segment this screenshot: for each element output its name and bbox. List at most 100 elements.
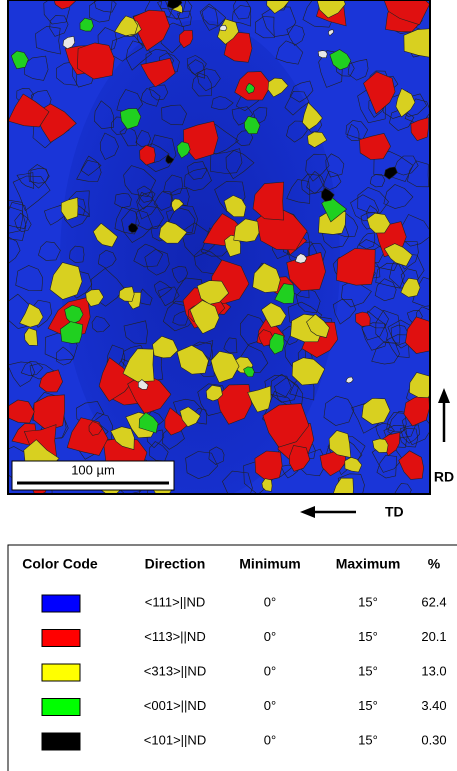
- grain: [62, 35, 76, 50]
- grain: [153, 280, 173, 299]
- grain: [179, 406, 201, 428]
- grain: [139, 144, 156, 166]
- grain: [252, 262, 281, 293]
- grain: [8, 206, 27, 241]
- grain: [16, 172, 35, 189]
- grain: [245, 82, 255, 94]
- scale-bar-box: [11, 460, 175, 491]
- grain: [211, 96, 234, 110]
- grain: [209, 148, 243, 174]
- grain: [321, 187, 335, 202]
- grain: [76, 159, 102, 182]
- grain: [163, 174, 183, 196]
- grain: [363, 71, 396, 115]
- grain: [171, 198, 185, 213]
- grain: [369, 174, 386, 188]
- grain: [35, 25, 61, 55]
- column-header: Color Code: [22, 556, 98, 572]
- grain: [64, 304, 84, 325]
- grain: [247, 385, 272, 413]
- table-border: [7, 544, 457, 771]
- grain: [187, 161, 208, 180]
- grain: [336, 248, 376, 286]
- grain: [176, 345, 209, 375]
- grain: [125, 40, 153, 71]
- column-header: Direction: [145, 556, 206, 572]
- grain: [8, 93, 50, 128]
- grain: [110, 426, 135, 450]
- grain: [118, 286, 135, 302]
- column-header: %: [428, 556, 441, 572]
- grain: [180, 222, 220, 258]
- grain: [291, 357, 326, 386]
- grain: [14, 212, 32, 233]
- percent-cell: 3.40: [421, 698, 446, 713]
- grain: [262, 403, 310, 448]
- grain: [166, 204, 198, 237]
- grain: [252, 107, 268, 124]
- td-arrow-head: [300, 506, 315, 518]
- grain: [196, 280, 229, 305]
- grain: [274, 283, 295, 304]
- grain: [193, 248, 223, 275]
- grain: [114, 206, 140, 235]
- grain: [275, 40, 304, 65]
- color-swatch: [41, 629, 81, 647]
- grain: [38, 369, 63, 393]
- grain: [317, 50, 328, 59]
- grain: [399, 424, 421, 444]
- grain: [316, 0, 346, 19]
- grain: [294, 253, 308, 264]
- color-swatch: [41, 698, 81, 716]
- grain: [19, 303, 44, 328]
- grain: [23, 55, 49, 81]
- grain: [137, 379, 149, 390]
- grain: [121, 207, 153, 243]
- grain: [322, 170, 342, 190]
- grain: [407, 160, 430, 188]
- grain: [347, 59, 369, 81]
- grain: [119, 126, 138, 147]
- grain: [301, 173, 324, 195]
- grain: [289, 80, 314, 103]
- color-swatch: [41, 663, 81, 682]
- grain: [191, 72, 212, 97]
- grain: [157, 286, 180, 307]
- grain: [210, 350, 240, 383]
- grain: [208, 446, 225, 465]
- grain: [114, 193, 132, 209]
- grain: [383, 243, 413, 267]
- grain: [344, 456, 363, 473]
- grain: [358, 232, 376, 250]
- grain: [161, 104, 187, 126]
- rd-arrow-head: [438, 388, 450, 403]
- grain: [410, 117, 429, 142]
- color-swatch: [41, 732, 81, 751]
- grain: [383, 166, 398, 180]
- grain: [166, 0, 183, 10]
- percent-cell: 0.30: [421, 732, 446, 747]
- grain: [28, 164, 50, 184]
- grain: [20, 361, 44, 377]
- grain: [148, 84, 169, 101]
- grain: [137, 185, 156, 203]
- grain: [366, 212, 391, 234]
- grain: [267, 77, 289, 98]
- grain: [135, 205, 165, 230]
- grain: [284, 90, 310, 116]
- grain: [357, 187, 389, 214]
- grain: [373, 150, 414, 182]
- grain: [329, 49, 352, 71]
- grain: [355, 311, 371, 327]
- grain: [409, 372, 430, 399]
- grain: [222, 470, 253, 494]
- grain: [374, 278, 397, 302]
- direction-cell: <111>||ND: [145, 594, 205, 609]
- grain: [8, 236, 21, 265]
- grain: [69, 245, 85, 263]
- grain: [98, 357, 136, 402]
- grain: [244, 115, 261, 135]
- grain: [216, 384, 252, 425]
- grain: [332, 477, 354, 494]
